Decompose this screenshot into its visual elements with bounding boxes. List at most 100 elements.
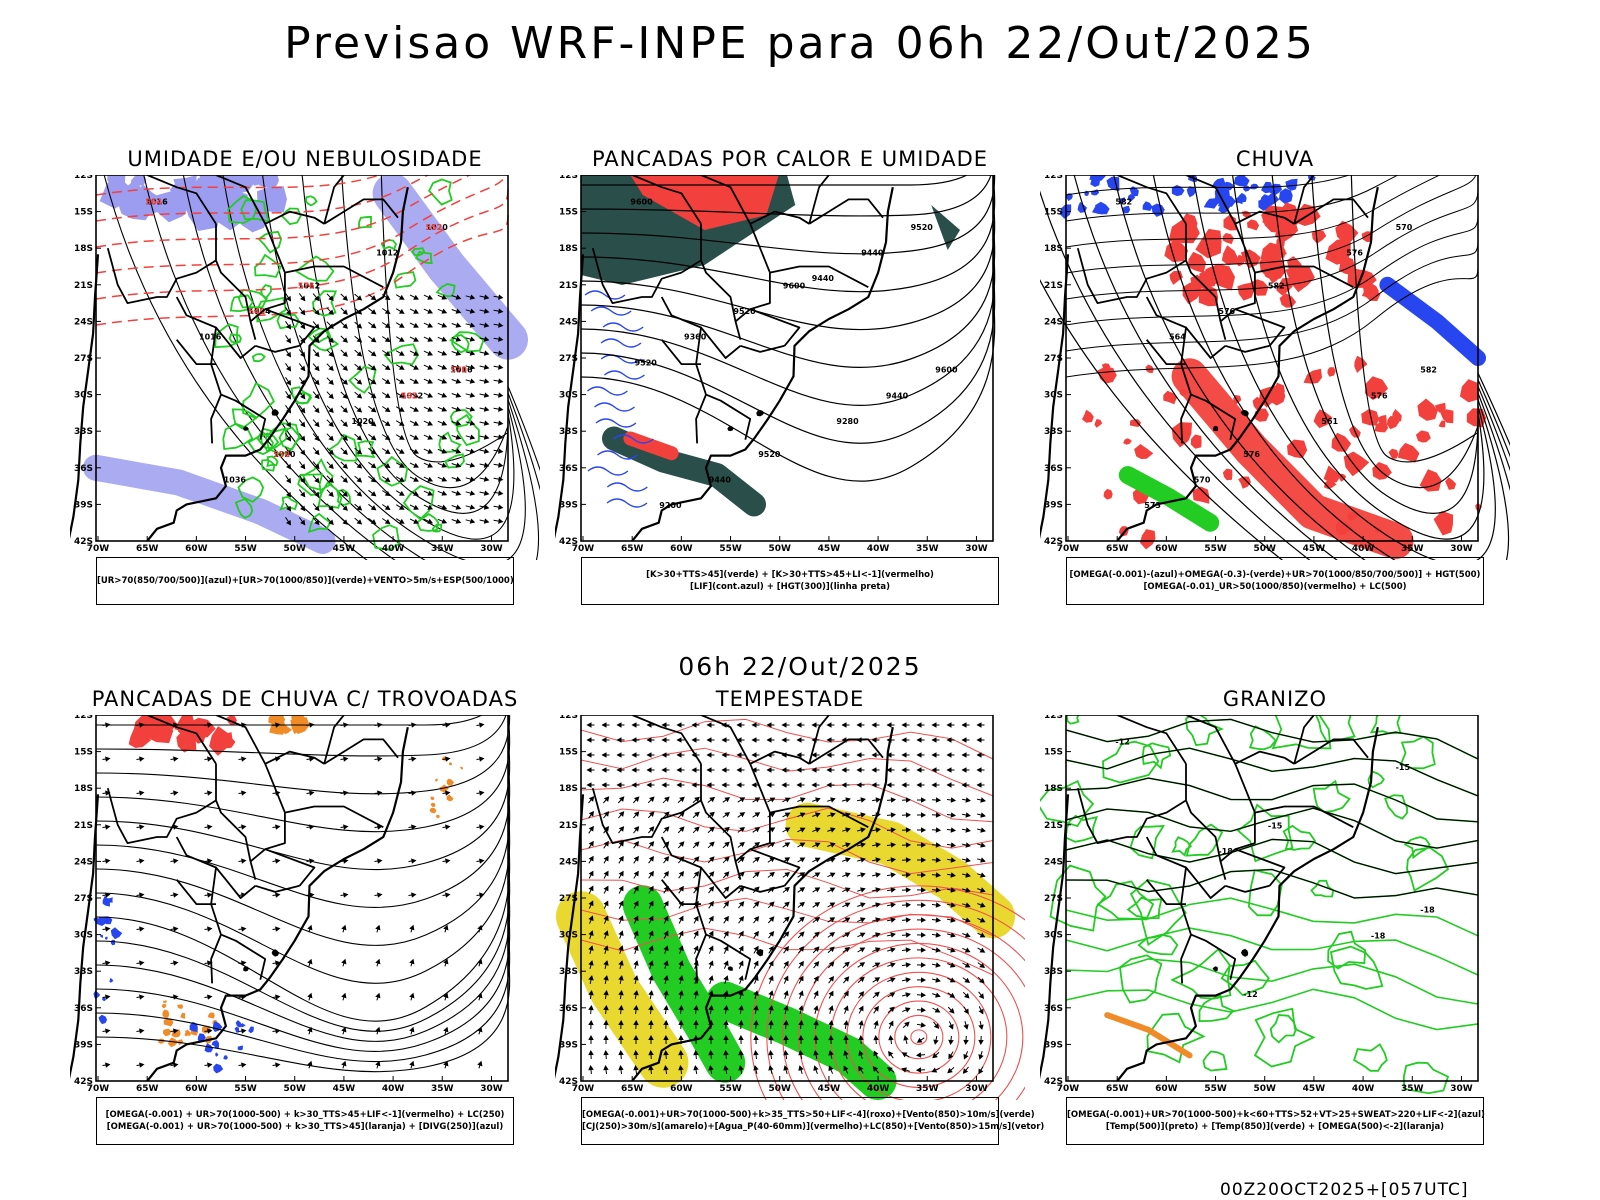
panel-legend: [UR>70(850/700/500)](azul)+[UR>70(1000/8…	[96, 557, 514, 605]
lat-tick-label: 27S	[74, 354, 93, 364]
contour-label: -12	[1115, 737, 1129, 746]
contour-label: 576	[298, 282, 315, 291]
lat-tick-label: 39S	[1044, 500, 1063, 510]
forecast-map: 9600 9600 9600 9520 9520 9520 9440 9440 9440 9360…	[555, 175, 996, 554]
lat-tick-label: 33S	[1044, 427, 1063, 437]
lon-tick-label: 65W	[136, 1084, 159, 1094]
coastline-and-borders	[1040, 175, 1379, 542]
panel-legend: [OMEGA(-0.001) + UR>70(1000-500) + k>30_…	[96, 1097, 514, 1145]
forecast-map: -12 -15 -18 -12 -15 -18 -18 12S 15S 18S 21S 24S 27S 3…	[1040, 715, 1479, 1095]
lon-tick-label: 50W	[769, 544, 792, 554]
contour-label: 1032	[401, 391, 423, 400]
lon-tick-label: 60W	[185, 544, 208, 554]
contour-label: 576	[1218, 307, 1235, 316]
lon-tick-label: 30W	[1450, 544, 1473, 554]
lon-tick-label: 55W	[234, 544, 257, 554]
contour-label: 1036	[224, 475, 247, 484]
lon-tick-label: 30W	[965, 544, 988, 554]
lon-tick-label: 35W	[916, 544, 939, 554]
legend-line: [OMEGA(-0.001) + UR>70(1000-500) + k>30_…	[105, 1110, 505, 1120]
lon-tick-label: 70W	[87, 1084, 110, 1094]
lat-tick-label: 39S	[559, 500, 578, 510]
lat-tick-label: 12S	[74, 715, 93, 721]
contour-label: 9520	[635, 358, 658, 367]
legend-line: [LIF](cont.azul) + [HGT(300)](linha pret…	[689, 582, 891, 592]
lat-tick-label: 42S	[559, 1077, 578, 1087]
lon-tick-label: 55W	[1204, 544, 1227, 554]
coastline-and-borders	[1040, 715, 1379, 1082]
run-info: 00Z20OCT2025+[057UTC]	[1220, 1180, 1469, 1200]
contour-label: 558	[273, 450, 290, 459]
lon-tick-label: 70W	[572, 1084, 595, 1094]
lat-tick-label: 42S	[1044, 537, 1063, 547]
lat-tick-label: 18S	[1044, 784, 1063, 794]
lon-tick-label: 55W	[719, 1084, 742, 1094]
contour-label: 9520	[911, 223, 934, 232]
lat-tick-label: 33S	[559, 967, 578, 977]
legend-line: [CJ(250)>30m/s](amarelo)+[Agua_P(40-60mm…	[582, 1122, 1045, 1132]
contour-label: 576	[1371, 391, 1388, 400]
contour-label: 1012	[298, 282, 320, 291]
coastline-and-borders	[555, 715, 894, 1082]
forecast-map: 58258258257657057657657057656456157312S1…	[1040, 175, 1510, 560]
panel-legend: [OMEGA(-0.001)-(azul)+OMEGA(-0.3)-(verde…	[1066, 557, 1484, 605]
lat-tick-label: 12S	[1044, 715, 1063, 721]
lon-tick-label: 40W	[382, 544, 405, 554]
contour-label: -15	[1396, 763, 1411, 772]
contour-label: 1020	[273, 450, 296, 459]
lat-tick-label: 42S	[74, 537, 93, 547]
lat-tick-label: 15S	[559, 748, 578, 758]
lat-tick-label: 27S	[74, 894, 93, 904]
lat-tick-label: 24S	[559, 317, 578, 327]
lat-tick-label: 24S	[1044, 317, 1063, 327]
lat-tick-label: 12S	[559, 175, 578, 181]
lon-tick-label: 60W	[670, 544, 693, 554]
legend-line: [UR>70(850/700/500)](azul)+[UR>70(1000/8…	[97, 576, 514, 586]
lat-tick-label: 24S	[74, 857, 93, 867]
lat-tick-label: 42S	[1044, 1077, 1063, 1087]
lat-tick-label: 39S	[74, 1040, 93, 1050]
contour-label: 1016	[199, 333, 222, 342]
lat-tick-label: 12S	[559, 715, 578, 721]
lat-tick-label: 30S	[559, 391, 578, 401]
contour-label: 9280	[836, 417, 859, 426]
lat-tick-label: 18S	[74, 784, 93, 794]
contour-label: 9360	[684, 333, 707, 342]
lat-tick-label: 18S	[559, 244, 578, 254]
contour-label: 1012	[376, 249, 398, 258]
lat-tick-label: 36S	[1044, 464, 1063, 474]
panel-pancadas-trovoadas: PANCADAS DE CHUVA C/ TROVOADAS 12S 15S 18S 2…	[70, 687, 540, 1167]
lon-tick-label: 50W	[284, 1084, 307, 1094]
coastline-and-borders	[70, 175, 409, 542]
contour-label: -18	[1371, 931, 1386, 940]
lon-tick-label: 65W	[1106, 544, 1129, 554]
lon-tick-label: 70W	[572, 544, 595, 554]
lat-tick-label: 21S	[1044, 821, 1063, 831]
contour-label: 9440	[886, 391, 909, 400]
lon-tick-label: 35W	[916, 1084, 939, 1094]
lon-tick-label: 70W	[1057, 1084, 1080, 1094]
lon-tick-label: 50W	[1254, 544, 1277, 554]
panel-title: TEMPESTADE	[715, 687, 865, 711]
contour-label: 9600	[935, 366, 958, 375]
lat-tick-label: 27S	[559, 894, 578, 904]
contour-label: 1016	[145, 197, 168, 206]
panel-legend: [OMEGA(-0.001)+UR>70(1000-500)+k>35_TTS>…	[581, 1097, 1045, 1145]
contour-label: 9520	[733, 307, 756, 316]
lat-tick-label: 30S	[1044, 391, 1063, 401]
contour-label: 570	[450, 366, 467, 375]
contour-label: 9600	[783, 282, 806, 291]
lat-tick-label: 15S	[74, 208, 93, 218]
coastline-and-borders	[555, 175, 894, 542]
lon-tick-label: 65W	[621, 1084, 644, 1094]
contour-label: -15	[1268, 822, 1283, 831]
legend-line: [K>30+TTS>45](verde) + [K>30+TTS>45+LI<-…	[646, 570, 934, 580]
contour-label: 9440	[812, 274, 835, 283]
coastline-and-borders	[70, 715, 409, 1082]
lat-tick-label: 24S	[74, 317, 93, 327]
lat-tick-label: 12S	[74, 175, 93, 181]
contour-label: 570	[1396, 223, 1413, 232]
lat-tick-label: 27S	[1044, 894, 1063, 904]
lon-tick-label: 65W	[621, 544, 644, 554]
contour-label: 9600	[630, 197, 653, 206]
